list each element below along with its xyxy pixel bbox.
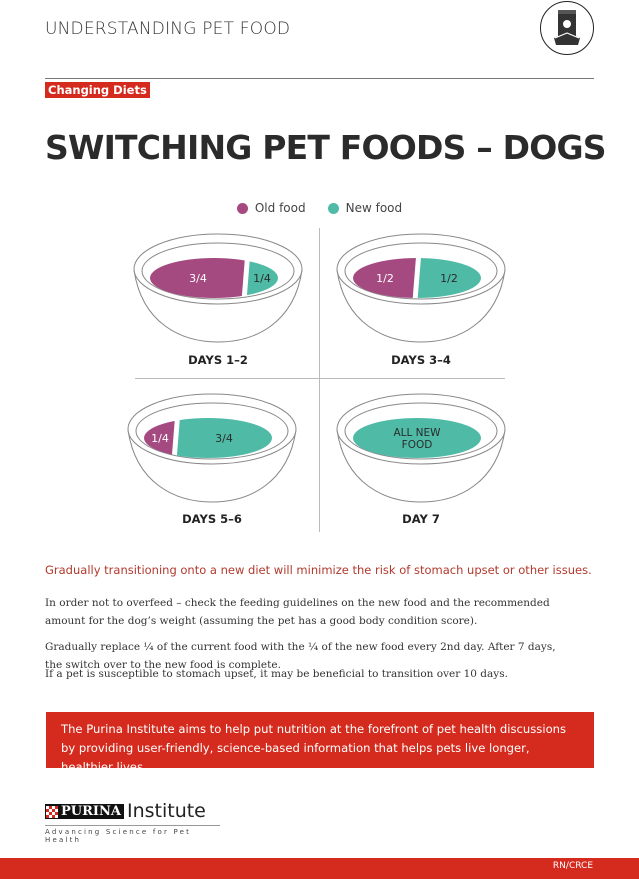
new-food-label: 1/4 — [253, 272, 271, 285]
old-food-swatch — [236, 202, 248, 214]
new-food-swatch — [327, 202, 339, 214]
lead-text: Gradually transitioning onto a new diet … — [45, 563, 592, 577]
footer-bar — [0, 858, 639, 879]
new-food-portion — [174, 418, 272, 458]
logo-brand-text: PURINA — [61, 803, 121, 819]
new-food-label: 3/4 — [215, 432, 233, 445]
page-title: SWITCHING PET FOODS – DOGS — [45, 128, 607, 167]
checkerboard-icon — [46, 805, 58, 818]
logo-name: Institute — [126, 800, 206, 822]
grid-divider-vertical — [319, 228, 320, 532]
old-food-label: 3/4 — [189, 272, 207, 285]
logo-tagline: Advancing Science for Pet Health — [45, 825, 220, 844]
bowl: 3/4 1/4 — [133, 233, 303, 343]
legend: Old food New food — [0, 201, 639, 215]
new-food-portion — [415, 258, 481, 298]
grid-divider-horizontal — [135, 378, 505, 379]
legend-new: New food — [327, 201, 403, 215]
bowl: 1/4 3/4 — [127, 393, 297, 503]
footer-code: RN/CRCE — [552, 861, 593, 871]
legend-new-label: New food — [345, 201, 403, 215]
new-food-label: FOOD — [402, 439, 433, 451]
new-food-label: ALL NEW — [393, 427, 441, 439]
paragraph: Gradually replace ¼ of the current food … — [45, 641, 556, 671]
old-food-label: 1/2 — [376, 272, 394, 285]
pet-food-bag-icon — [540, 1, 594, 55]
logo-brand: PURINA — [45, 803, 124, 819]
day-label: DAYS 3–4 — [391, 353, 451, 367]
header-title: UNDERSTANDING PET FOOD — [45, 19, 291, 39]
new-food-portion — [353, 418, 481, 458]
day-label: DAY 7 — [402, 512, 440, 526]
old-food-portion — [150, 258, 247, 298]
legend-old-label: Old food — [254, 201, 306, 215]
bowl: 1/2 1/2 — [336, 233, 506, 343]
day-label: DAYS 1–2 — [188, 353, 248, 367]
paragraph: If a pet is susceptible to stomach upset… — [45, 668, 508, 680]
day-label: DAYS 5–6 — [182, 512, 242, 526]
new-food-label: 1/2 — [440, 272, 458, 285]
header-divider — [45, 78, 594, 79]
old-food-portion — [353, 258, 418, 298]
old-food-label: 1/4 — [151, 432, 169, 445]
old-food-portion — [144, 418, 177, 458]
purina-institute-logo: PURINA Institute Advancing Science for Pe… — [45, 800, 220, 844]
category-tag: Changing Diets — [45, 82, 150, 98]
paragraph: In order not to overfeed – check the fee… — [45, 597, 550, 627]
legend-old: Old food — [236, 201, 306, 215]
mission-banner: The Purina Institute aims to help put nu… — [46, 712, 594, 774]
